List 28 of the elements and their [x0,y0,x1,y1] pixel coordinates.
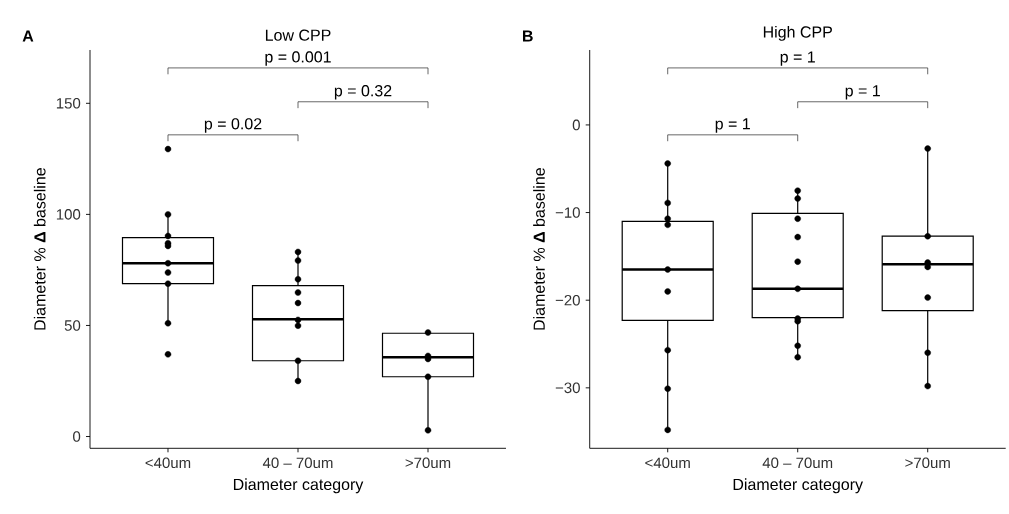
text: B [523,30,533,42]
x-tick-label: <40um [145,457,191,469]
chart-title: High CPP [763,25,832,41]
chart-title: Low CPP [265,29,331,41]
annotation: p = 1 [845,85,880,100]
y-tick-label: −10 [555,207,580,218]
annotation: p = 1 [715,118,750,133]
text: A [22,30,34,42]
y-tick-label: 100 [56,209,81,220]
y-tick-label: −20 [555,294,580,306]
y-tick-label: 0 [73,431,81,442]
annotation: p = 1 [780,51,815,66]
x-tick-label: 40 – 70um [262,457,333,469]
y-axis-title: Diameter % Δ baseline [533,168,545,330]
y-axis-title: Diameter % Δ baseline [33,168,46,330]
x-axis-title: Diameter category [733,478,863,494]
y-tick-label: 50 [64,320,81,331]
y-tick-label: 150 [56,98,81,109]
y-tick-label: 0 [572,119,580,131]
annotation: p = 0.32 [334,85,392,100]
x-axis-title: Diameter category [233,478,364,494]
annotation: p = 0.001 [265,51,331,66]
x-tick-label: >70um [405,457,451,469]
y-tick-label: −30 [555,382,580,394]
annotation: p = 0.02 [204,118,262,133]
x-tick-label: 40 – 70um [762,457,833,469]
x-tick-label: >70um [905,457,950,469]
x-tick-label: <40um [645,457,690,469]
